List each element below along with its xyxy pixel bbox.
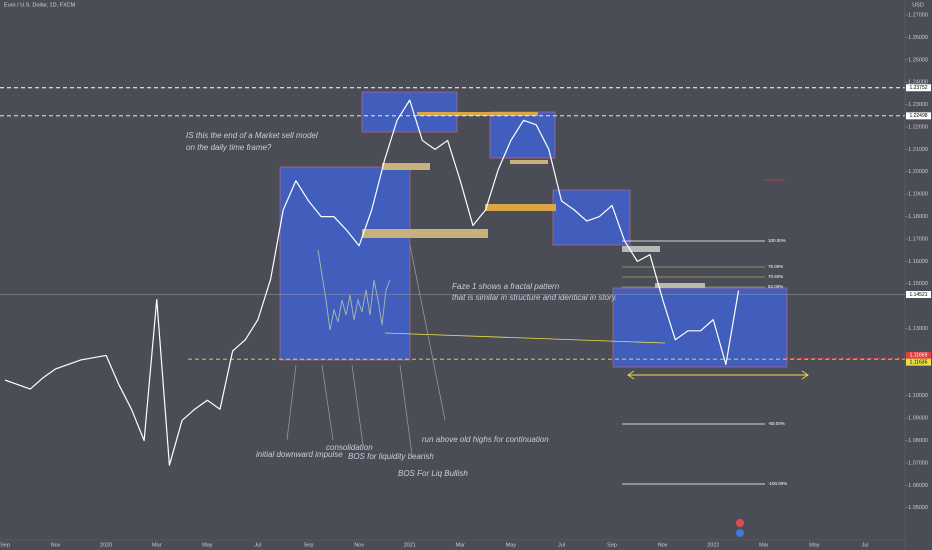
annotation: Faze 1 shows a fractal pattern xyxy=(452,282,560,291)
plot xyxy=(0,87,905,466)
price-tag-label: 1.11669 xyxy=(910,353,928,359)
x-tick-label: May xyxy=(202,542,213,548)
zone-box xyxy=(279,166,411,361)
y-tick-label: 1.06000 xyxy=(908,483,928,489)
y-tick-label: 1.10000 xyxy=(908,393,928,399)
y-tick-label: 1.15000 xyxy=(908,281,928,287)
fib-label: 100.00% xyxy=(768,238,786,243)
annotation: run above old highs for continuation xyxy=(422,435,549,444)
x-tick-label: 2020 xyxy=(100,542,112,548)
fib-levels: 100.00% 75.00% 70.50% 62.00% -50.00% -10… xyxy=(622,179,787,486)
fib-label: 75.00% xyxy=(768,264,783,269)
fib-label: 62.00% xyxy=(768,284,783,289)
x-tick-label: Jul xyxy=(558,542,565,548)
event-icon[interactable] xyxy=(736,519,744,527)
price-tag-label: 1.22498 xyxy=(909,113,927,119)
x-tick-label: 2022 xyxy=(707,542,719,548)
zone-box xyxy=(489,111,556,159)
price-tag xyxy=(906,84,931,92)
arrow-head xyxy=(627,370,635,380)
price-tag-label: 1.23752 xyxy=(909,85,927,91)
zone-box xyxy=(552,189,631,246)
y-tick-label: 1.19000 xyxy=(908,192,928,198)
arrow xyxy=(399,364,413,456)
arrows xyxy=(286,244,809,456)
annotation: BOS For Liq Bullish xyxy=(398,469,468,478)
level-bar xyxy=(417,112,538,116)
x-tick-label: Nov xyxy=(354,542,364,548)
annotation: consolidation xyxy=(326,443,373,452)
y-tick-label: 1.21000 xyxy=(908,147,928,153)
y-tick-label: 1.23000 xyxy=(908,102,928,108)
x-tick-label: Sep xyxy=(304,542,314,548)
x-tick-label: Nov xyxy=(51,542,61,548)
fib-label: -100.00% xyxy=(768,481,787,486)
arrow xyxy=(409,244,446,421)
y-tick-label: 1.05000 xyxy=(908,505,928,511)
x-tick-label: Jul xyxy=(254,542,261,548)
level-bar xyxy=(362,229,488,238)
annotation: BOS for liquidity bearish xyxy=(348,452,434,461)
y-tick-label: 1.13000 xyxy=(908,326,928,332)
price-tag xyxy=(906,112,931,120)
x-tick-label: Nov xyxy=(658,542,668,548)
y-tick-label: 1.22000 xyxy=(908,124,928,130)
axis-unit: USD xyxy=(912,2,924,8)
y-tick-label: 1.17000 xyxy=(908,236,928,242)
x-tick-label: Mar xyxy=(759,542,769,548)
arrow xyxy=(384,332,666,344)
arrow-head xyxy=(801,370,809,380)
y-tick-label: 1.16000 xyxy=(908,259,928,265)
arrow xyxy=(321,364,334,441)
price-tag-label: 1.14521 xyxy=(909,292,927,298)
zones xyxy=(279,91,788,368)
fib-label: 70.50% xyxy=(768,274,783,279)
event-icon[interactable] xyxy=(736,529,744,537)
y-tick-label: 1.08000 xyxy=(908,438,928,444)
x-tick-label: Jul xyxy=(861,542,868,548)
y-tick-label: 1.18000 xyxy=(908,214,928,220)
x-tick-label: Sep xyxy=(0,542,10,548)
level-bar xyxy=(655,283,705,288)
annotation: IS this the end of a Market sell model xyxy=(186,131,318,140)
y-tick-label: 1.27000 xyxy=(908,12,928,18)
arrow xyxy=(351,364,364,446)
level-bar xyxy=(382,163,430,170)
annotation: that is similar in structure and identic… xyxy=(452,293,617,302)
price-tag xyxy=(906,291,931,299)
price-line-series xyxy=(4,99,740,466)
fib-label: -50.00% xyxy=(768,421,785,426)
level-bar xyxy=(510,160,548,164)
annotation: initial downward impulse xyxy=(256,450,343,459)
annotations: IS this the end of a Market sell model o… xyxy=(186,131,617,478)
x-tick-label: May xyxy=(809,542,820,548)
zone-box xyxy=(612,287,788,368)
annotation: on the daily time frame? xyxy=(186,143,272,152)
price-tag xyxy=(906,351,931,359)
x-tick-label: Mar xyxy=(152,542,162,548)
level-bar xyxy=(622,246,660,252)
arrow xyxy=(286,364,297,441)
price-tag xyxy=(906,358,931,366)
price-tag-label: 1.11635 xyxy=(910,359,928,365)
chart-title: Euro / U.S. Dollar, 1D, FXCM xyxy=(4,2,76,8)
y-tick-label: 1.26000 xyxy=(908,35,928,41)
x-tick-label: May xyxy=(506,542,517,548)
x-tick-label: Mar xyxy=(456,542,466,548)
fractal-sketch xyxy=(317,249,391,331)
y-tick-label: 1.07000 xyxy=(908,460,928,466)
y-tick-label: 1.20000 xyxy=(908,169,928,175)
y-tick-label: 1.24000 xyxy=(908,80,928,86)
level-bar xyxy=(485,204,556,211)
y-tick-label: 1.25000 xyxy=(908,57,928,63)
y-tick-label: 1.09000 xyxy=(908,416,928,422)
x-tick-label: Sep xyxy=(607,542,617,548)
x-tick-label: 2021 xyxy=(404,542,416,548)
